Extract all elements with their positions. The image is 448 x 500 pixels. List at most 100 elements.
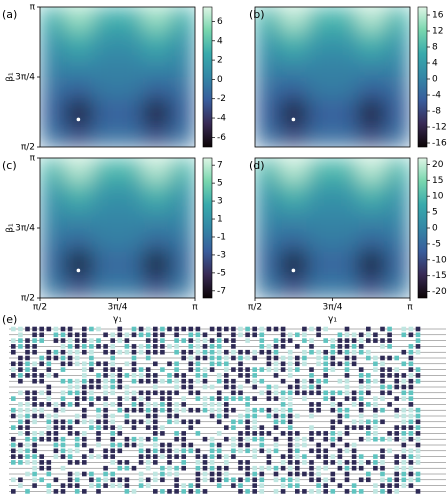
gate: [188, 367, 194, 372]
heatmap-cell: [280, 100, 308, 125]
gate: [273, 419, 279, 425]
gate: [309, 460, 314, 465]
gate: [117, 332, 123, 338]
gate: [188, 355, 194, 361]
gate: [103, 344, 108, 349]
gate: [238, 419, 243, 425]
gate: [231, 419, 236, 425]
gate: [394, 471, 399, 477]
heatmap-cell: [91, 204, 118, 229]
gate: [82, 436, 87, 442]
gate: [238, 384, 243, 390]
gate: [238, 355, 243, 361]
gate: [330, 367, 336, 372]
heatmap-cell: [117, 30, 144, 55]
heatmap-cell: [280, 77, 308, 101]
gate: [216, 402, 222, 407]
gate: [287, 454, 293, 459]
gate: [131, 344, 137, 349]
gate: [302, 390, 307, 396]
gate: [231, 442, 236, 448]
gate: [351, 338, 357, 343]
gate: [302, 471, 307, 477]
gate: [174, 361, 179, 367]
gate: [380, 344, 385, 349]
optimum-marker: [76, 268, 81, 273]
gate: [358, 419, 364, 425]
gate: [46, 436, 52, 442]
gate: [67, 448, 73, 454]
gate: [145, 338, 151, 343]
gate: [174, 338, 179, 343]
gate: [224, 326, 229, 332]
gate: [273, 349, 279, 355]
gate: [145, 460, 151, 465]
heatmap-cell: [255, 181, 282, 206]
gate: [124, 489, 130, 494]
gate: [408, 396, 414, 401]
gate: [110, 378, 115, 384]
gate: [103, 402, 108, 407]
gate: [280, 454, 286, 459]
gate: [18, 402, 23, 407]
gate: [60, 355, 66, 361]
heatmap-cell: [143, 204, 170, 229]
gate: [408, 460, 414, 465]
gate: [153, 349, 158, 355]
gate: [295, 355, 300, 361]
gate: [74, 419, 80, 425]
gate: [67, 454, 73, 459]
heatmap-cell: [40, 123, 67, 147]
gate: [25, 413, 30, 419]
gate: [216, 454, 222, 459]
y-tick-label: π: [30, 3, 36, 13]
gate: [181, 483, 186, 488]
heatmap-cell: [143, 100, 170, 125]
gate: [153, 460, 158, 465]
gate: [216, 338, 222, 343]
gate: [18, 407, 23, 413]
gate: [366, 402, 371, 407]
gate: [32, 477, 37, 483]
x-axis-label: γ₁: [113, 315, 122, 325]
heatmap-cell: [65, 251, 93, 276]
gate: [366, 390, 371, 396]
heatmap-cell: [169, 274, 195, 298]
heatmap-cell: [332, 204, 359, 229]
gate: [295, 471, 300, 477]
gate: [96, 338, 101, 343]
heatmap-cell: [384, 251, 410, 276]
gate: [153, 407, 158, 413]
gate: [408, 431, 414, 436]
gate: [46, 396, 52, 401]
gate: [89, 471, 94, 477]
gate: [103, 483, 108, 488]
gate: [302, 361, 307, 367]
gate: [32, 373, 37, 378]
gate: [103, 378, 108, 384]
gate: [415, 378, 421, 384]
gate: [39, 355, 44, 361]
gate: [216, 477, 222, 483]
gate: [188, 407, 194, 413]
gate: [330, 407, 336, 413]
heatmap-cell: [306, 274, 333, 298]
gate: [60, 402, 66, 407]
gate: [380, 326, 385, 332]
heatmap-cell: [332, 228, 359, 252]
gate: [266, 326, 272, 332]
gate: [245, 431, 250, 436]
heatmap-cell: [143, 53, 170, 78]
gate: [103, 413, 108, 419]
gate: [337, 332, 343, 338]
gate: [89, 361, 94, 367]
heatmap-cell: [40, 53, 67, 78]
gate: [131, 402, 137, 407]
gate: [280, 407, 286, 413]
gate: [408, 436, 414, 442]
gate: [195, 373, 201, 378]
gate: [401, 431, 407, 436]
gate: [323, 448, 328, 454]
gate: [18, 390, 23, 396]
heatmap-cell: [40, 274, 67, 298]
